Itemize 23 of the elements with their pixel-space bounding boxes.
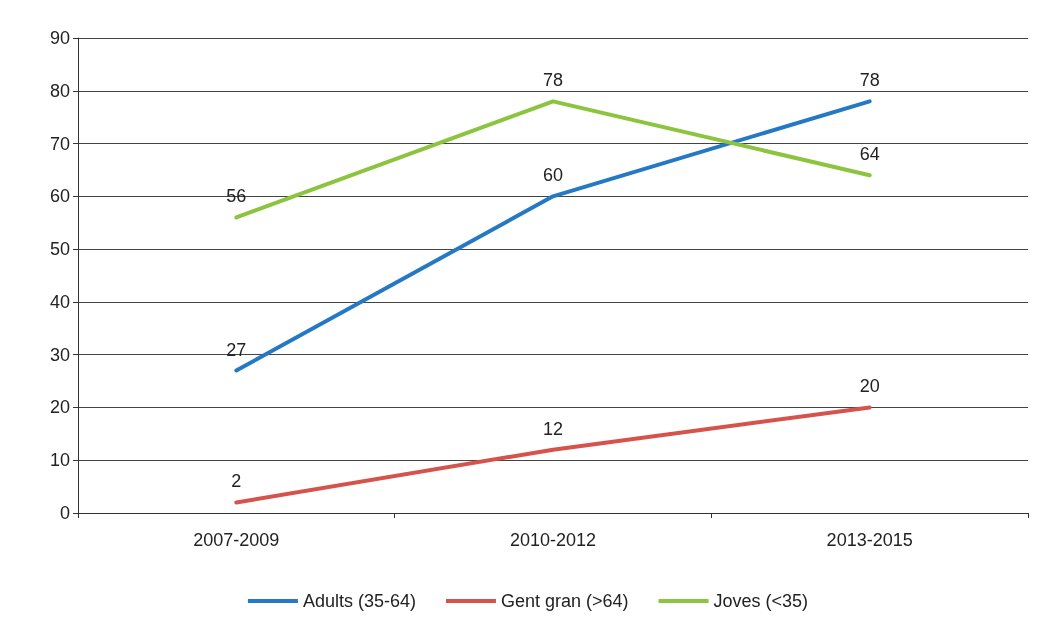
y-tick-label: 70 xyxy=(49,133,70,154)
y-tick-label: 10 xyxy=(49,450,70,471)
y-tick-label: 90 xyxy=(49,28,70,48)
legend-label: Joves (<35) xyxy=(713,591,809,611)
x-tick-label: 2013-2015 xyxy=(826,530,913,550)
data-label: 78 xyxy=(859,70,880,91)
data-label: 64 xyxy=(859,144,880,165)
y-tick-label: 80 xyxy=(49,80,70,101)
y-tick-label: 0 xyxy=(59,503,70,523)
legend-label: Gent gran (>64) xyxy=(500,591,629,611)
y-tick-label: 50 xyxy=(49,239,70,260)
y-tick-label: 60 xyxy=(49,186,70,207)
y-tick-label: 40 xyxy=(49,291,70,312)
legend-label: Adults (35-64) xyxy=(302,591,416,611)
data-label: 12 xyxy=(542,418,564,439)
data-label: 78 xyxy=(542,70,564,91)
data-label: 20 xyxy=(859,376,880,397)
x-tick-label: 2010-2012 xyxy=(509,530,597,550)
y-tick-label: 30 xyxy=(49,344,70,365)
data-label: 60 xyxy=(542,165,564,186)
y-tick-label: 20 xyxy=(49,397,70,418)
data-label: 2 xyxy=(231,471,242,492)
x-tick-label: 2007-2009 xyxy=(193,530,280,550)
